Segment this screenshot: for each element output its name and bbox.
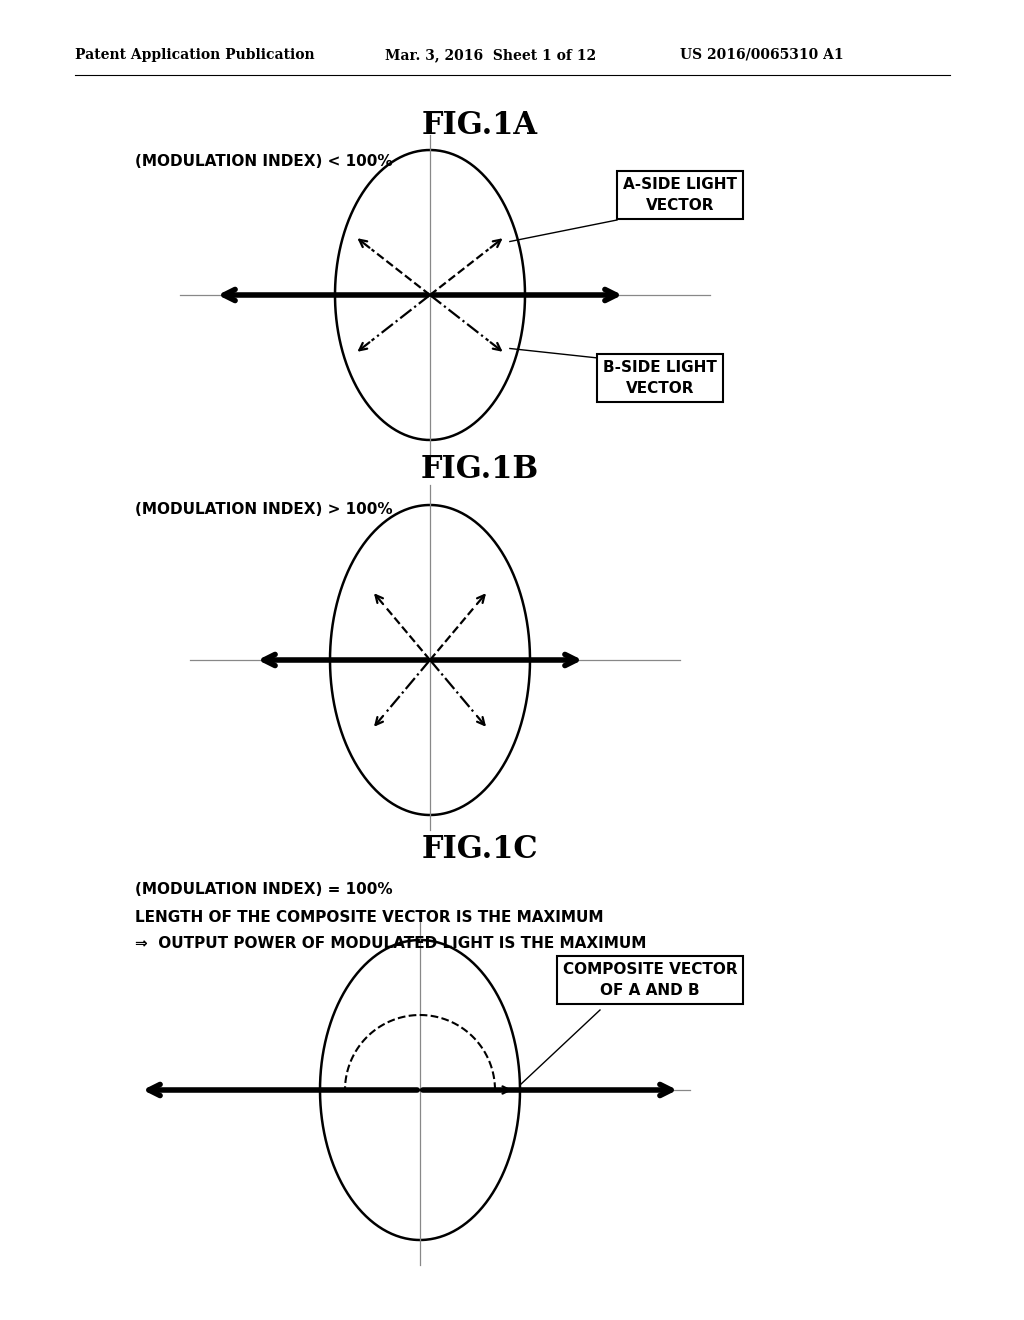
Text: Mar. 3, 2016  Sheet 1 of 12: Mar. 3, 2016 Sheet 1 of 12 [385,48,596,62]
Text: (MODULATION INDEX) < 100%: (MODULATION INDEX) < 100% [135,154,392,169]
Text: FIG.1A: FIG.1A [422,110,538,140]
Text: B-SIDE LIGHT
VECTOR: B-SIDE LIGHT VECTOR [603,360,717,396]
Text: LENGTH OF THE COMPOSITE VECTOR IS THE MAXIMUM: LENGTH OF THE COMPOSITE VECTOR IS THE MA… [135,909,603,924]
Text: FIG.1C: FIG.1C [422,834,539,866]
Text: FIG.1B: FIG.1B [421,454,539,486]
Text: COMPOSITE VECTOR
OF A AND B: COMPOSITE VECTOR OF A AND B [562,962,737,998]
Text: (MODULATION INDEX) > 100%: (MODULATION INDEX) > 100% [135,503,392,517]
Text: US 2016/0065310 A1: US 2016/0065310 A1 [680,48,844,62]
Text: ⇒  OUTPUT POWER OF MODULATED LIGHT IS THE MAXIMUM: ⇒ OUTPUT POWER OF MODULATED LIGHT IS THE… [135,936,646,952]
Text: (MODULATION INDEX) = 100%: (MODULATION INDEX) = 100% [135,883,392,898]
Text: A-SIDE LIGHT
VECTOR: A-SIDE LIGHT VECTOR [623,177,737,213]
Text: Patent Application Publication: Patent Application Publication [75,48,314,62]
